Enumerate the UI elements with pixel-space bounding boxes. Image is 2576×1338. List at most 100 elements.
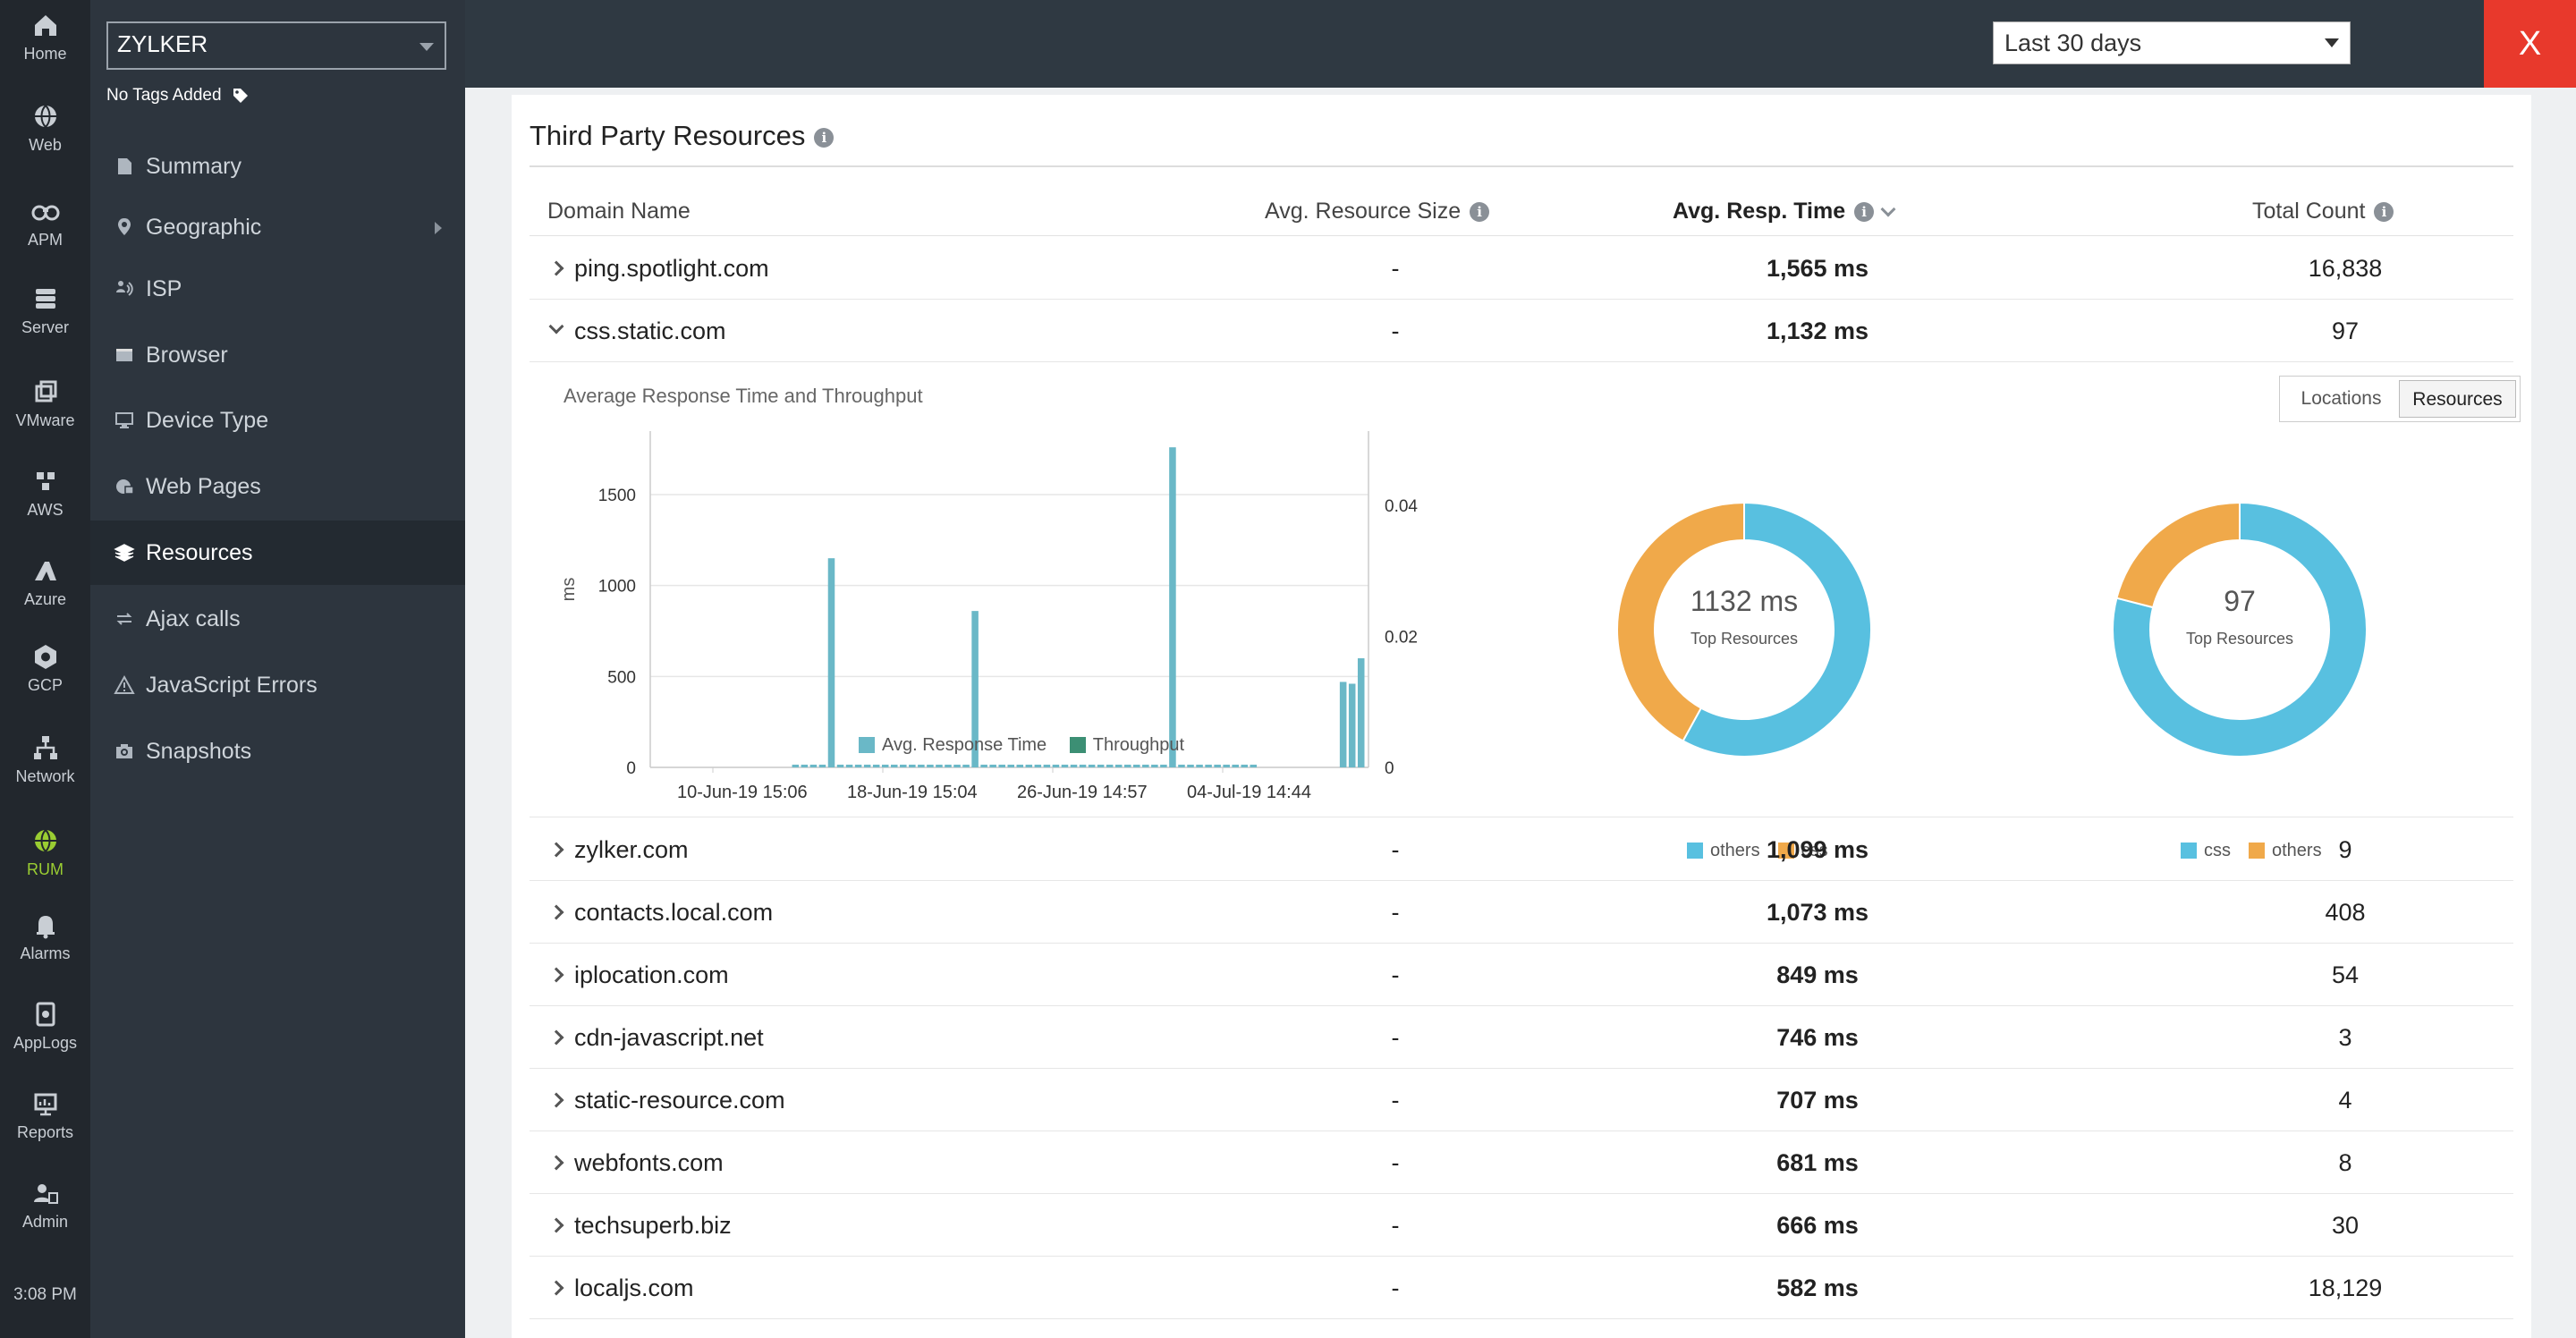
table-row[interactable]: techsuperb.biz - 666 ms 30 xyxy=(530,1194,2513,1257)
table-row[interactable]: localjs.com - 582 ms 18,129 xyxy=(530,1257,2513,1319)
table-row[interactable]: contacts.local.com - 1,073 ms 408 xyxy=(530,881,2513,944)
nav-item-web-pages[interactable]: Web Pages xyxy=(90,454,465,519)
bar xyxy=(1088,764,1096,767)
chevron-right-icon[interactable] xyxy=(548,842,564,858)
column-header-count[interactable]: Total Count i xyxy=(2252,199,2394,224)
legend-item-throughput[interactable]: Throughput xyxy=(1069,735,1184,755)
nav-item-label: Resources xyxy=(146,539,253,565)
chevron-right-icon[interactable] xyxy=(548,260,564,276)
pie-slice-others[interactable] xyxy=(1682,501,1872,758)
table-row[interactable]: css.static.com - 1,132 ms 97 xyxy=(530,300,2513,362)
table-row[interactable]: cdn-javascript.net - 746 ms 3 xyxy=(530,1006,2513,1069)
rail-item-rum[interactable]: RUM xyxy=(0,825,90,896)
bar xyxy=(1205,764,1212,767)
chevron-right-icon[interactable] xyxy=(548,904,564,920)
bar xyxy=(792,764,800,767)
domain-cell[interactable]: static-resource.com xyxy=(548,1087,785,1114)
close-button[interactable]: X xyxy=(2484,0,2576,88)
tags-label[interactable]: No Tags Added xyxy=(106,86,250,106)
date-range-select[interactable]: Last 30 days xyxy=(1993,21,2351,64)
domain-cell[interactable]: techsuperb.biz xyxy=(548,1212,732,1240)
column-header-resp-time[interactable]: Avg. Resp. Time i xyxy=(1673,199,1896,224)
column-header-count-label: Total Count xyxy=(2252,199,2366,224)
rail-item-azure[interactable]: Azure xyxy=(0,555,90,626)
pie-slice-css[interactable] xyxy=(1616,501,1745,742)
domain-cell[interactable]: iplocation.com xyxy=(548,961,729,989)
bar xyxy=(1034,764,1042,767)
nav-item-ajax-calls[interactable]: Ajax calls xyxy=(90,587,465,651)
chevron-right-icon[interactable] xyxy=(548,1217,564,1233)
info-icon[interactable]: i xyxy=(814,127,835,148)
rail-item-reports[interactable]: Reports xyxy=(0,1088,90,1159)
third-party-resources-panel: Third Party Resources i Domain Name Avg. … xyxy=(512,95,2531,1338)
chevron-right-icon[interactable] xyxy=(548,1029,564,1046)
rail-item-alarms[interactable]: Alarms xyxy=(0,909,90,980)
nav-item-isp[interactable]: ISP xyxy=(90,257,465,321)
domain-name: webfonts.com xyxy=(574,1149,724,1176)
domain-cell[interactable]: zylker.com xyxy=(548,836,689,864)
domain-cell[interactable]: contacts.local.com xyxy=(548,899,773,927)
rail-item-applogs[interactable]: AppLogs xyxy=(0,998,90,1070)
monitor-select[interactable]: ZYLKER xyxy=(106,21,446,70)
tags-text: No Tags Added xyxy=(106,86,222,105)
rail-item-admin[interactable]: Admin xyxy=(0,1177,90,1249)
rail-item-vmware[interactable]: VMware xyxy=(0,376,90,447)
y-axis-label: ms xyxy=(559,578,579,602)
server-icon xyxy=(35,289,55,309)
info-icon[interactable]: i xyxy=(2374,202,2394,223)
rail-item-gcp[interactable]: GCP xyxy=(0,640,90,712)
table-row[interactable]: zylker.com - 1,099 ms 9 xyxy=(530,818,2513,881)
domain-cell[interactable]: webfonts.com xyxy=(548,1149,724,1177)
resource-size-cell: - xyxy=(1391,255,1400,282)
info-icon[interactable]: i xyxy=(1470,202,1490,223)
chevron-down-icon[interactable] xyxy=(548,318,564,334)
table-row[interactable]: static-resource.com - 707 ms 4 xyxy=(530,1069,2513,1131)
domain-cell[interactable]: cdn-javascript.net xyxy=(548,1024,764,1052)
legend-item-others[interactable]: others xyxy=(2249,841,2322,860)
table-row[interactable]: webfonts.com - 681 ms 8 xyxy=(530,1131,2513,1194)
chevron-right-icon[interactable] xyxy=(548,1280,564,1296)
legend-item-avg-response[interactable]: Avg. Response Time xyxy=(859,735,1046,755)
table-row[interactable]: iplocation.com - 849 ms 54 xyxy=(530,944,2513,1006)
rail-item-network[interactable]: Network xyxy=(0,732,90,803)
column-header-size[interactable]: Avg. Resource Size i xyxy=(1265,199,1490,224)
nav-item-device-type[interactable]: Device Type xyxy=(90,388,465,453)
legend-item-css[interactable]: css xyxy=(1777,841,1828,860)
nav-item-summary[interactable]: Summary xyxy=(90,134,465,199)
legend-item-others[interactable]: others xyxy=(1687,841,1760,860)
domain-cell[interactable]: ping.spotlight.com xyxy=(548,255,769,283)
nav-item-javascript-errors[interactable]: JavaScript Errors xyxy=(90,653,465,717)
chevron-right-icon[interactable] xyxy=(548,1092,564,1108)
web-pages-icon xyxy=(116,479,134,495)
column-header-domain[interactable]: Domain Name xyxy=(547,199,691,224)
chevron-right-icon[interactable] xyxy=(548,967,564,983)
total-count-cell: 54 xyxy=(2331,961,2360,988)
rail-item-server[interactable]: Server xyxy=(0,283,90,354)
chevron-right-icon[interactable] xyxy=(548,1155,564,1171)
toggle-locations[interactable]: Locations xyxy=(2301,388,2382,409)
total-count-cell: 30 xyxy=(2331,1212,2360,1239)
bar xyxy=(1339,682,1347,767)
info-icon[interactable]: i xyxy=(1854,202,1875,223)
pie-slice-css[interactable] xyxy=(2112,501,2368,758)
rail-item-web[interactable]: Web xyxy=(0,100,90,172)
rail-item-home[interactable]: Home xyxy=(0,9,90,80)
pie-slice-others[interactable] xyxy=(2115,501,2241,609)
legend-item-css[interactable]: css xyxy=(2181,841,2231,860)
nav-item-resources[interactable]: Resources xyxy=(90,521,465,585)
bar xyxy=(1196,764,1203,767)
rail-item-aws[interactable]: AWS xyxy=(0,465,90,537)
layers-icon xyxy=(114,544,135,562)
nav-item-geographic[interactable]: Geographic xyxy=(90,195,465,259)
bar xyxy=(890,764,898,767)
nav-item-browser[interactable]: Browser xyxy=(90,323,465,387)
toggle-resources[interactable]: Resources xyxy=(2399,380,2516,418)
resource-size-cell: - xyxy=(1391,899,1400,926)
table-row[interactable]: ping.spotlight.com - 1,565 ms 16,838 xyxy=(530,237,2513,300)
rail-item-apm[interactable]: APM xyxy=(0,195,90,267)
domain-cell[interactable]: localjs.com xyxy=(548,1274,694,1302)
nav-item-snapshots[interactable]: Snapshots xyxy=(90,719,465,783)
sort-descending-icon[interactable] xyxy=(1880,201,1896,217)
domain-cell[interactable]: css.static.com xyxy=(548,318,726,345)
domain-name: localjs.com xyxy=(574,1274,694,1301)
